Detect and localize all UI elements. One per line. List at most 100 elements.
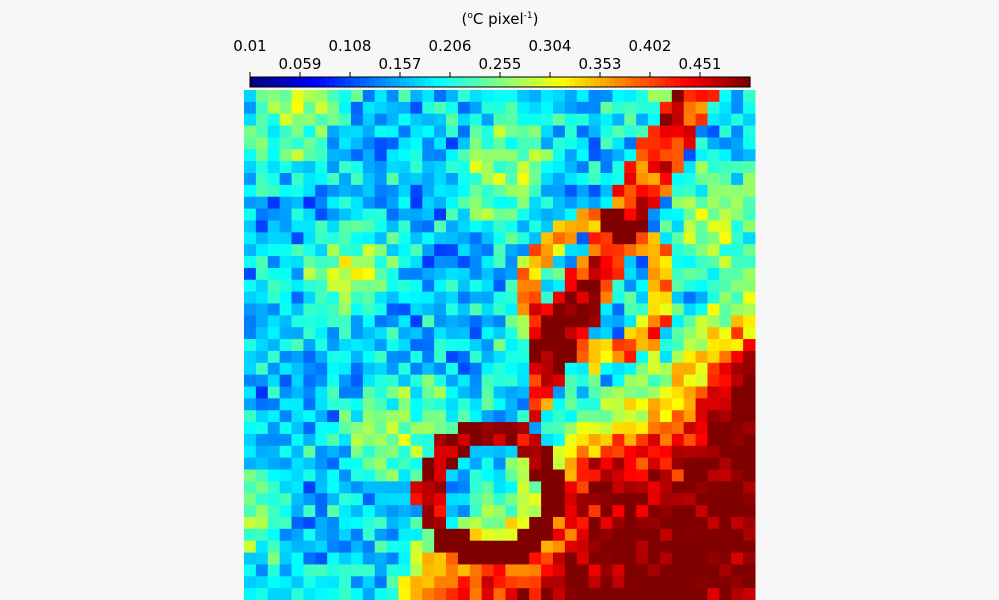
- heatmap-cell: [517, 386, 530, 399]
- heatmap-cell: [291, 232, 304, 245]
- colorbar-segment: [745, 77, 751, 87]
- heatmap-cell: [291, 457, 304, 471]
- heatmap-cell: [600, 220, 613, 233]
- heatmap-cell: [493, 244, 506, 257]
- heatmap-cell: [279, 528, 293, 542]
- colorbar-segment: [550, 77, 556, 87]
- heatmap-cell: [457, 137, 471, 150]
- heatmap-cell: [707, 232, 720, 245]
- heatmap-cell: [517, 113, 530, 127]
- colorbar-segment: [615, 77, 621, 87]
- heatmap-cell: [731, 327, 744, 340]
- heatmap-cell: [576, 101, 590, 115]
- heatmap-cell: [659, 161, 673, 174]
- heatmap-cell: [612, 433, 625, 447]
- heatmap-cell: [529, 493, 542, 506]
- heatmap-cell: [683, 469, 697, 482]
- heatmap-cell: [731, 256, 744, 269]
- heatmap-cell: [529, 350, 542, 364]
- heatmap-cell: [374, 516, 388, 530]
- heatmap-cell: [410, 528, 423, 542]
- heatmap-cell: [303, 196, 316, 210]
- heatmap-cell: [481, 528, 495, 542]
- heatmap-cell: [481, 220, 495, 233]
- heatmap-cell: [327, 90, 340, 103]
- heatmap-cell: [552, 540, 566, 554]
- heatmap-cell: [719, 101, 732, 115]
- heatmap-cell: [719, 445, 732, 459]
- heatmap-cell: [350, 232, 364, 245]
- heatmap-cell: [267, 374, 281, 388]
- heatmap-cell: [410, 256, 423, 269]
- heatmap-cell: [588, 350, 602, 364]
- heatmap-cell: [648, 374, 661, 388]
- colorbar-segment: [670, 77, 676, 87]
- heatmap-cell: [576, 339, 590, 352]
- heatmap-cell: [374, 445, 388, 459]
- heatmap-cell: [600, 173, 613, 186]
- heatmap-cell: [552, 564, 566, 577]
- heatmap-cell: [564, 445, 578, 459]
- heatmap-cell: [564, 339, 578, 352]
- heatmap-cell: [564, 303, 578, 316]
- heatmap-cell: [624, 433, 637, 447]
- heatmap-cell: [434, 386, 447, 399]
- heatmap-cell: [291, 339, 304, 352]
- heatmap-cell: [648, 564, 661, 577]
- heatmap-cell: [600, 232, 613, 245]
- heatmap-cell: [493, 410, 506, 423]
- heatmap-cell: [683, 433, 697, 447]
- heatmap-cell: [683, 291, 697, 304]
- heatmap-cell: [743, 196, 756, 210]
- heatmap-cell: [529, 137, 542, 150]
- heatmap-cell: [279, 481, 293, 494]
- heatmap-cell: [600, 327, 613, 340]
- heatmap-cell: [517, 552, 530, 565]
- heatmap-cell: [303, 327, 316, 340]
- heatmap-cell: [695, 220, 708, 233]
- heatmap-cell: [529, 173, 542, 186]
- heatmap-cell: [434, 90, 447, 103]
- colorbar-segment: [575, 77, 581, 87]
- heatmap-cell: [434, 196, 447, 210]
- heatmap-cell: [600, 457, 613, 471]
- heatmap-cell: [659, 588, 673, 600]
- heatmap-cell: [552, 279, 566, 293]
- heatmap-cell: [255, 540, 269, 554]
- heatmap-cell: [671, 149, 685, 162]
- heatmap-cell: [576, 149, 590, 162]
- heatmap-cell: [683, 125, 697, 138]
- heatmap-cell: [327, 161, 340, 174]
- heatmap-cell: [422, 339, 435, 352]
- heatmap-cell: [255, 493, 269, 506]
- colorbar-segment: [470, 77, 476, 87]
- heatmap-cell: [374, 505, 388, 518]
- heatmap-cell: [576, 244, 590, 257]
- colorbar-segment: [565, 77, 571, 87]
- heatmap-cell: [743, 588, 756, 600]
- heatmap-cell: [327, 410, 340, 423]
- heatmap-cell: [636, 220, 649, 233]
- heatmap-cell: [624, 374, 637, 388]
- heatmap-cell: [457, 386, 471, 399]
- heatmap-cell: [612, 516, 625, 530]
- heatmap-cell: [457, 410, 471, 423]
- heatmap-cell: [505, 101, 518, 115]
- heatmap-cell: [386, 350, 399, 364]
- colorbar-segment: [450, 77, 456, 87]
- heatmap-cell: [481, 101, 495, 115]
- heatmap-cell: [279, 291, 293, 304]
- heatmap-cell: [267, 267, 281, 281]
- heatmap-cell: [481, 137, 495, 150]
- heatmap-cell: [600, 113, 613, 127]
- heatmap-cell: [362, 137, 376, 150]
- heatmap-cell: [743, 386, 756, 399]
- heatmap-cell: [422, 208, 435, 221]
- heatmap-cell: [339, 244, 352, 257]
- heatmap-cell: [564, 244, 578, 257]
- heatmap-cell: [339, 315, 352, 328]
- colorbar-segment: [285, 77, 291, 87]
- heatmap-cell: [683, 327, 697, 340]
- heatmap-cell: [422, 256, 435, 269]
- heatmap-cell: [743, 493, 756, 506]
